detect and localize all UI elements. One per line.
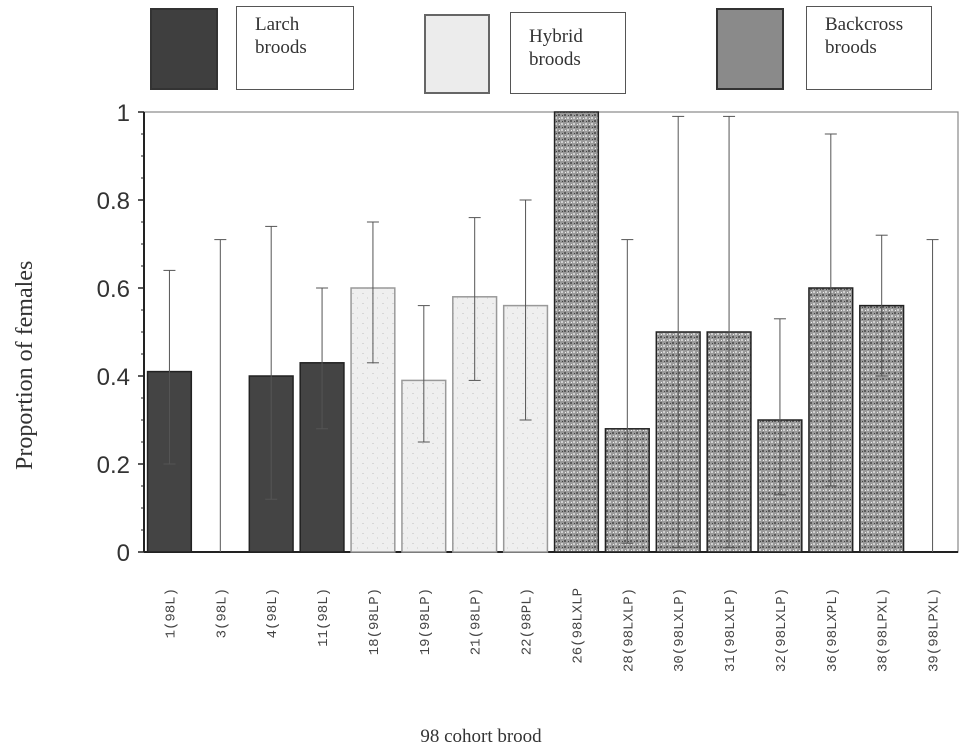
legend-label-hybrid: Hybrid broods <box>510 12 626 94</box>
legend-swatch-larch <box>150 8 218 90</box>
y-tick-label: 0 <box>117 540 130 567</box>
x-tick-label: 28(98LXLP) <box>621 588 637 672</box>
legend-swatch-hybrid <box>424 14 490 94</box>
y-tick-label: 0.8 <box>97 188 130 215</box>
bar-backcross <box>553 111 600 553</box>
x-tick-label: 38(98LPXL) <box>876 588 892 672</box>
x-tick-label: 19(98LP) <box>418 588 434 655</box>
x-tick-label: 31(98LXLP) <box>723 588 739 672</box>
y-axis-label: Proportion of females <box>12 260 38 470</box>
legend-label-backcross: Backcross broods <box>806 6 932 90</box>
x-tick-label: 30(98LXLP) <box>672 588 688 672</box>
x-tick-label: 1(98L) <box>163 588 179 638</box>
y-tick-label: 1 <box>117 100 130 127</box>
x-axis-label: 98 cohort brood <box>420 726 542 747</box>
y-tick-label: 0.4 <box>97 364 130 391</box>
x-tick-label: 36(98LXPL) <box>825 588 841 672</box>
x-tick-label: 22(98PL) <box>520 588 536 655</box>
legend-swatch-backcross <box>716 8 784 90</box>
x-tick-label: 26(98LXLP <box>570 588 586 664</box>
x-tick-label: 18(98LP) <box>367 588 383 655</box>
x-tick-label: 3(98L) <box>214 588 230 638</box>
y-tick-label: 0.6 <box>97 276 130 303</box>
y-tick-label: 0.2 <box>97 452 130 479</box>
x-tick-label: 32(98LXLP) <box>774 588 790 672</box>
x-tick-label: 11(98L) <box>316 588 332 647</box>
x-tick-label: 39(98LPXL) <box>927 588 943 672</box>
legend-label-larch: Larch broods <box>236 6 354 90</box>
x-tick-label: 4(98L) <box>265 588 281 638</box>
x-tick-label: 21(98LP) <box>469 588 485 655</box>
